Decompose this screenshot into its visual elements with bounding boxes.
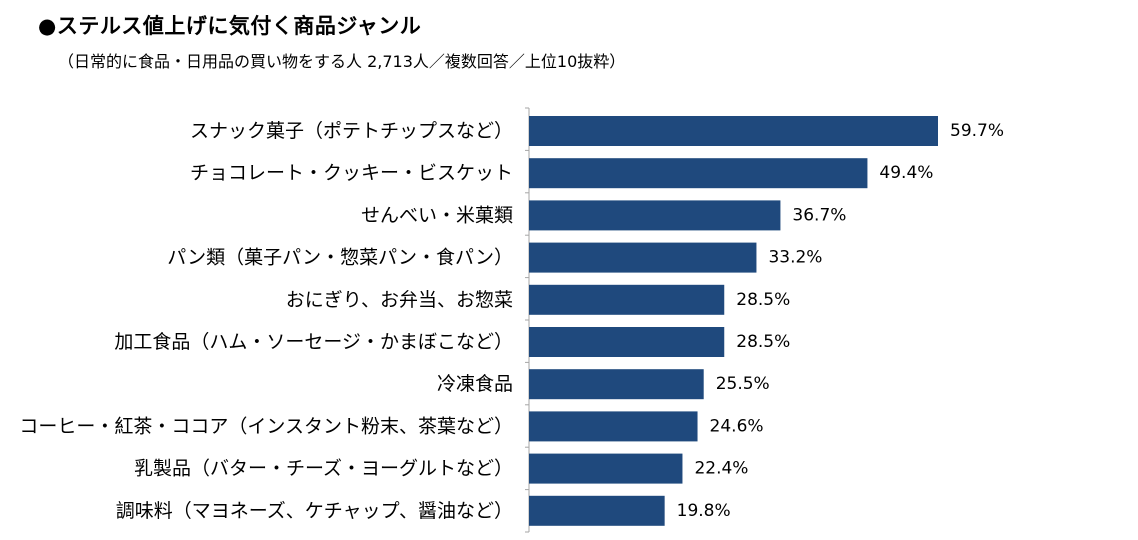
bar (529, 453, 683, 484)
bar (529, 369, 704, 400)
bar (529, 116, 938, 146)
bar (529, 284, 725, 315)
bar (529, 411, 698, 442)
value-label: 22.4% (694, 459, 748, 479)
value-label: 28.5% (736, 332, 790, 352)
value-label: 59.7% (950, 121, 1004, 141)
value-label: 28.5% (736, 290, 790, 310)
category-label: スナック菓子（ポテトチップスなど） (190, 120, 513, 142)
chart-title: ●ステルス値上げに気付く商品ジャンル (38, 14, 422, 38)
bar (529, 158, 868, 189)
category-label: コーヒー・紅茶・ココア（インスタント粉末、茶葉など） (19, 415, 513, 437)
bar (529, 242, 757, 273)
bar (529, 200, 781, 231)
value-label: 25.5% (716, 374, 770, 394)
bar (529, 327, 725, 357)
value-label: 19.8% (677, 501, 731, 521)
category-label: 乳製品（バター・チーズ・ヨーグルトなど） (134, 458, 513, 480)
category-label: 加工食品（ハム・ソーセージ・かまぼこなど） (114, 331, 513, 353)
value-label: 36.7% (792, 205, 846, 225)
value-label: 24.6% (710, 416, 764, 436)
category-label: チョコレート・クッキー・ビスケット (190, 162, 513, 184)
bar (529, 495, 665, 526)
chart-subtitle: （日常的に食品・日用品の買い物をする人 2,713人／複数回答／上位10抜粋） (58, 52, 626, 71)
value-label: 33.2% (768, 248, 822, 268)
category-label: せんべい・米菓類 (361, 204, 513, 226)
category-label: 冷凍食品 (437, 373, 513, 395)
category-label: パン類（菓子パン・惣菜パン・食パン） (167, 247, 513, 269)
category-label: 調味料（マヨネーズ、ケチャップ、醤油など） (116, 500, 513, 522)
value-label: 49.4% (879, 163, 933, 183)
category-label: おにぎり、お弁当、お惣菜 (286, 289, 513, 311)
